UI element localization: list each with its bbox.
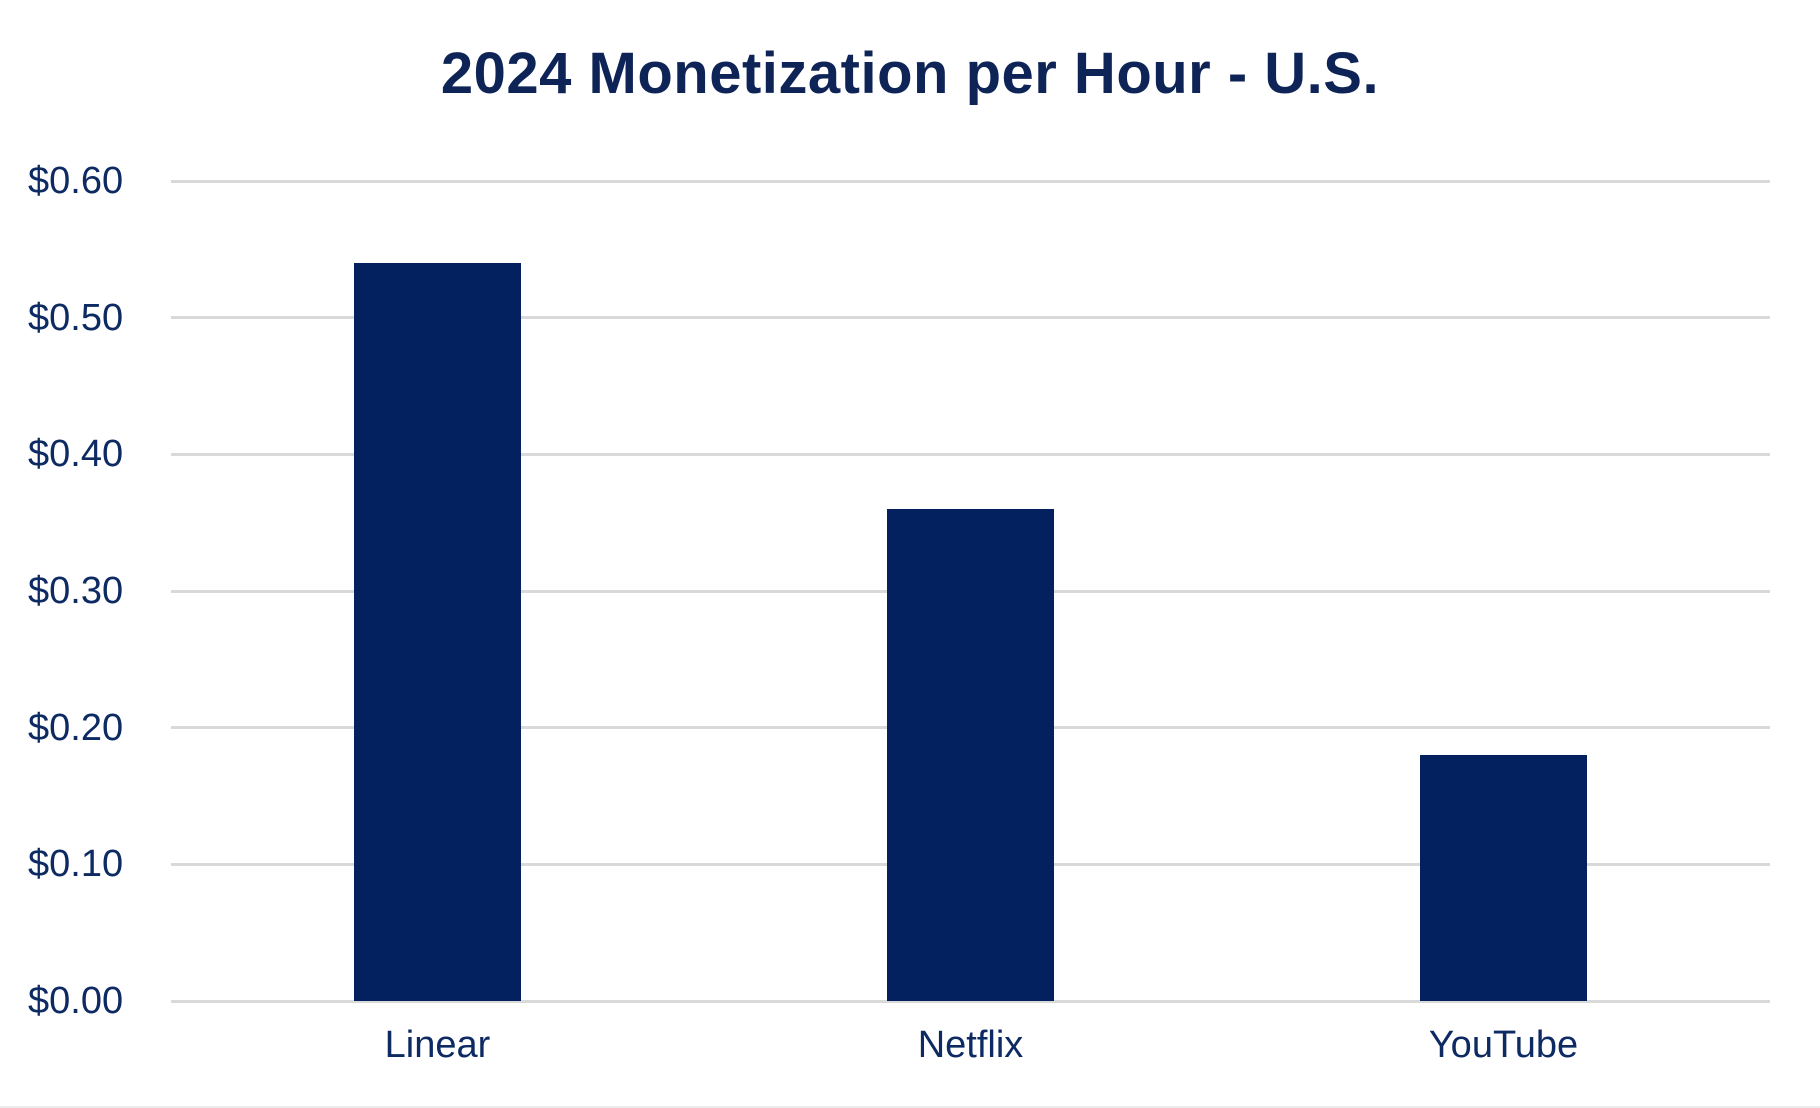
- y-tick-label: $0.50: [28, 296, 124, 339]
- gridline: [171, 452, 1770, 456]
- y-tick-label: $0.00: [28, 980, 124, 1022]
- bar-youtube: [1420, 755, 1587, 1001]
- y-tick-label: $0.60: [28, 160, 124, 202]
- plot-area: [171, 179, 1770, 1003]
- bar-netflix: [887, 509, 1054, 1001]
- bottom-edge-line: [0, 1106, 1820, 1108]
- x-category-label: Linear: [384, 1024, 491, 1066]
- bar-linear: [354, 263, 521, 1001]
- x-category-label: Netflix: [917, 1024, 1024, 1066]
- gridline: [171, 316, 1770, 320]
- y-tick-label: $0.30: [28, 570, 124, 612]
- chart-title: 2024 Monetization per Hour - U.S.: [440, 41, 1380, 106]
- y-tick-label: $0.40: [28, 433, 124, 476]
- gridline: [171, 179, 1770, 183]
- y-tick-label: $0.10: [28, 843, 124, 886]
- gridline: [171, 999, 1770, 1003]
- y-tick-label: $0.20: [28, 706, 124, 749]
- x-category-label: YouTube: [1428, 1024, 1579, 1066]
